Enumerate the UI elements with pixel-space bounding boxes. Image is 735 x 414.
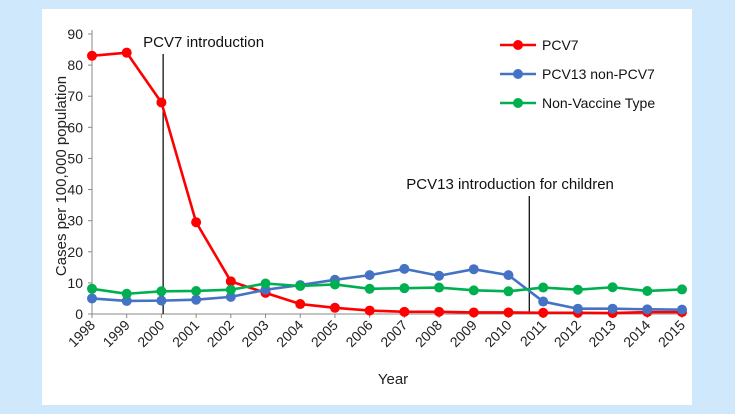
data-point (225, 284, 236, 295)
data-point (87, 293, 97, 304)
series-line-2 (91, 282, 683, 296)
data-point (468, 264, 479, 275)
data-point (364, 305, 375, 316)
x-tick-label: 2012 (551, 317, 584, 350)
data-point (538, 296, 549, 307)
legend-label: PCV7 (542, 37, 579, 53)
data-point (572, 284, 583, 295)
y-tick-label: 50 (67, 150, 83, 166)
data-point (434, 306, 445, 317)
x-axis-title: Year (378, 371, 408, 388)
data-point (607, 282, 618, 293)
y-tick-label: 40 (67, 182, 83, 198)
series-line-0 (91, 51, 682, 315)
data-point (260, 278, 271, 289)
data-point (399, 306, 410, 317)
data-point (503, 307, 514, 318)
x-tick-label: 2002 (204, 317, 237, 350)
y-tick-label: 80 (67, 57, 83, 73)
data-point (87, 50, 97, 61)
data-point (87, 283, 97, 294)
x-tick-label: 2013 (585, 317, 618, 350)
y-axis-title: Cases per 100,000 population (53, 76, 70, 276)
data-point (538, 307, 549, 318)
x-tick-label: 2003 (238, 317, 271, 350)
data-point (191, 294, 202, 305)
data-point (399, 263, 410, 274)
data-point (121, 288, 132, 299)
data-point (434, 270, 445, 281)
legend-swatch-marker (513, 69, 523, 79)
data-point (121, 295, 132, 306)
x-tick-label: 2004 (273, 317, 306, 350)
data-point (538, 282, 549, 293)
data-point (295, 281, 306, 291)
data-point (156, 295, 167, 306)
data-point (191, 285, 202, 296)
annotation-label: PCV13 introduction for children (406, 176, 614, 193)
x-tick-label: 2000 (134, 317, 167, 350)
data-point (295, 299, 306, 310)
data-point (399, 283, 410, 294)
data-point (156, 286, 167, 297)
y-tick-label: 70 (67, 88, 83, 104)
data-point (677, 284, 687, 295)
data-point (434, 282, 445, 293)
data-point (503, 286, 514, 297)
x-tick-label: 2015 (655, 317, 688, 350)
y-tick-label: 60 (67, 119, 83, 135)
y-tick-label: 30 (67, 213, 83, 229)
legend-label: PCV13 non-PCV7 (542, 66, 655, 82)
legend-swatch-marker (513, 98, 523, 108)
data-point (364, 270, 375, 281)
x-tick-label: 2011 (517, 317, 550, 350)
data-point (191, 217, 202, 228)
data-point (225, 276, 236, 287)
x-tick-label: 1999 (99, 317, 132, 350)
data-point (468, 285, 479, 296)
data-point (468, 307, 479, 318)
data-point (607, 303, 618, 314)
data-point (677, 304, 687, 315)
y-tick-label: 0 (75, 306, 83, 322)
data-point (503, 270, 514, 281)
x-tick-label: 2010 (481, 317, 514, 350)
x-tick-label: 2001 (169, 317, 202, 350)
y-tick-label: 20 (67, 244, 83, 260)
annotation-label: PCV7 introduction (143, 34, 264, 51)
data-point (572, 303, 583, 314)
data-point (121, 47, 132, 58)
y-tick-label: 90 (67, 26, 83, 42)
legend-swatch-marker (513, 40, 523, 50)
x-tick-label: 2009 (447, 317, 480, 350)
legend-label: Non-Vaccine Type (542, 95, 655, 111)
y-tick-label: 10 (67, 275, 83, 291)
data-point (329, 279, 340, 290)
data-point (642, 285, 653, 296)
data-point (364, 283, 375, 294)
chart-panel: 0 10 20 30 40 50 60 70 80 90 1998 1999 2000 2001 2002 2… (42, 9, 692, 405)
data-point (156, 97, 167, 108)
x-tick-label: 2006 (342, 317, 375, 350)
data-point (642, 304, 653, 315)
x-tick-label: 2008 (412, 317, 445, 350)
x-tick-label: 1998 (65, 317, 98, 350)
data-point (329, 302, 340, 313)
x-tick-label: 2014 (620, 317, 653, 350)
x-tick-label: 2005 (308, 317, 341, 350)
series-line-1 (91, 267, 683, 311)
x-tick-label: 2007 (377, 317, 410, 350)
data-point (225, 291, 236, 302)
